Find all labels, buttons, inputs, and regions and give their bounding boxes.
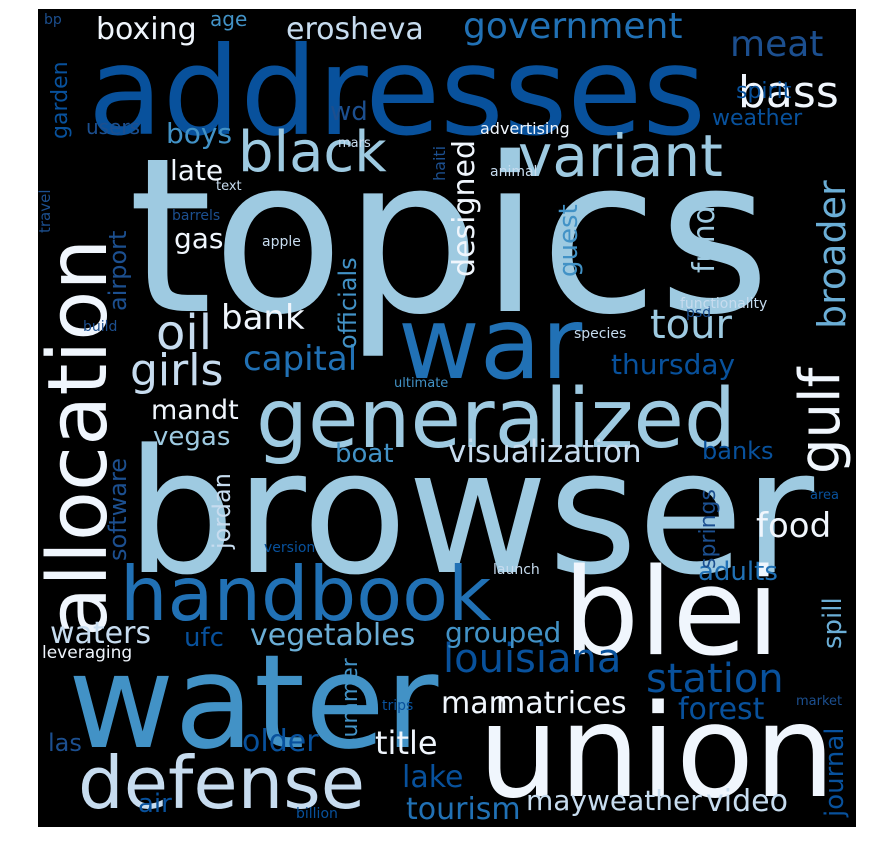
word-species: species xyxy=(574,326,627,342)
word-girls: girls xyxy=(130,345,224,396)
word-software: software xyxy=(104,457,132,561)
word-louisiana: louisiana xyxy=(443,636,622,682)
word-generalized: generalized xyxy=(256,372,736,467)
word-war: war xyxy=(398,285,583,402)
word-advertising: advertising xyxy=(480,119,570,138)
word-topics: topics xyxy=(128,111,771,362)
word-guest: guest xyxy=(554,204,584,277)
word-leveraging: leveraging xyxy=(42,643,133,663)
word-functionality: functionality xyxy=(680,296,768,312)
word-garden: garden xyxy=(48,61,73,139)
word-haiti: haiti xyxy=(430,145,449,181)
word-station: station xyxy=(646,656,784,702)
word-air: air xyxy=(138,789,172,819)
word-springs: springs xyxy=(696,489,721,569)
word-late: late xyxy=(170,154,224,187)
word-black: black xyxy=(238,120,387,185)
word-market: market xyxy=(796,694,843,709)
word-blei: blei xyxy=(563,544,780,683)
word-users: users xyxy=(86,115,141,139)
word-lake: lake xyxy=(402,760,464,795)
word-designed: designed xyxy=(447,139,482,277)
word-spill: spill xyxy=(818,597,848,649)
word-addresses: addresses xyxy=(88,21,706,163)
word-variant: variant xyxy=(518,122,723,190)
word-man: man xyxy=(441,686,508,721)
word-apple: apple xyxy=(262,234,301,250)
word-erosheva: erosheva xyxy=(286,12,424,47)
word-area: area xyxy=(810,488,839,503)
word-build: build xyxy=(83,319,118,335)
word-officials: officials xyxy=(334,257,362,349)
word-text: text xyxy=(216,179,242,194)
word-union: union xyxy=(478,678,836,827)
word-older: older xyxy=(242,724,319,759)
word-bass: bass xyxy=(738,67,839,118)
word-water: water xyxy=(68,626,439,778)
word-grouped: grouped xyxy=(445,616,562,649)
word-bank: bank xyxy=(221,298,305,338)
word-broader: broader xyxy=(810,180,854,329)
word-handbook: handbook xyxy=(120,550,492,638)
word-video: video xyxy=(706,784,788,819)
word-wd: wd xyxy=(330,97,368,127)
word-food: food xyxy=(756,506,832,546)
word-matrices: matrices xyxy=(496,686,627,721)
word-forest: forest xyxy=(678,692,765,727)
word-tour: tour xyxy=(650,302,732,348)
word-jordan: jordan xyxy=(208,473,236,549)
word-browser: browser xyxy=(126,412,815,613)
word-bp: bp xyxy=(44,12,62,28)
word-waters: waters xyxy=(50,616,152,651)
word-billion: billion xyxy=(296,806,338,822)
word-animal: animal xyxy=(490,164,538,180)
word-summer: summer xyxy=(338,658,363,749)
word-travel: travel xyxy=(38,189,54,233)
word-capital: capital xyxy=(243,339,358,379)
word-fund: fund xyxy=(687,205,722,273)
word-meat: meat xyxy=(730,24,824,65)
word-thursday: thursday xyxy=(611,348,736,381)
word-government: government xyxy=(463,9,683,47)
word-banks: banks xyxy=(702,437,774,465)
word-launch: launch xyxy=(493,562,540,578)
word-mandt: mandt xyxy=(151,395,239,426)
word-mayweather: mayweather xyxy=(526,784,702,817)
word-boys: boys xyxy=(166,117,233,150)
word-psd: psd xyxy=(686,305,712,321)
word-vegas: vegas xyxy=(153,422,231,452)
word-weather: weather xyxy=(712,106,803,131)
word-vegetables: vegetables xyxy=(250,618,416,653)
word-version: version xyxy=(264,540,316,556)
word-airport: airport xyxy=(104,230,132,311)
word-title: title xyxy=(375,724,438,762)
word-gulf: gulf xyxy=(788,367,853,474)
word-visualization: visualization xyxy=(448,434,642,470)
word-adults: adults xyxy=(698,557,778,587)
word-ultimate: ultimate xyxy=(394,376,449,391)
word-barrels: barrels xyxy=(172,208,221,224)
word-spirit: spirit xyxy=(736,79,792,104)
word-boxing: boxing xyxy=(96,12,197,47)
word-journal: journal xyxy=(820,727,850,817)
word-las: las xyxy=(48,729,82,757)
word-defense: defense xyxy=(78,741,366,825)
word-mars: mars xyxy=(338,136,371,151)
word-gas: gas xyxy=(174,222,224,255)
word-ufc: ufc xyxy=(184,623,224,653)
word-tourism: tourism xyxy=(406,792,521,827)
word-boat: boat xyxy=(335,439,394,469)
word-cloud: topics browser addresses water union ble… xyxy=(38,9,856,827)
word-trips: trips xyxy=(382,698,414,714)
word-oil: oil xyxy=(156,305,213,361)
word-age: age xyxy=(210,9,248,31)
